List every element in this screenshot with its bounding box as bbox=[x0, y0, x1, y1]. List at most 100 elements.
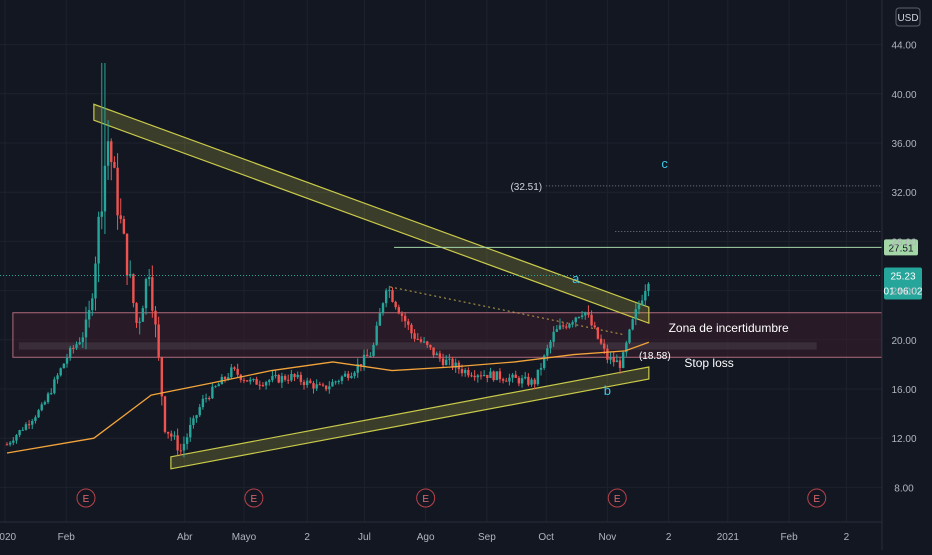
candle-body bbox=[37, 410, 40, 418]
candle-body bbox=[334, 381, 337, 383]
candle-body bbox=[435, 353, 438, 356]
candle-body bbox=[328, 386, 331, 390]
candle-body bbox=[132, 274, 135, 304]
candle-body bbox=[612, 357, 615, 363]
earnings-marker-label: E bbox=[422, 494, 429, 505]
candle-body bbox=[138, 321, 141, 323]
candle-body bbox=[12, 440, 15, 443]
candle-body bbox=[631, 319, 634, 330]
candle-body bbox=[517, 377, 521, 384]
candle-body bbox=[318, 384, 322, 386]
candle-body bbox=[299, 374, 303, 382]
candle-body bbox=[384, 290, 388, 304]
candle-body bbox=[113, 162, 116, 168]
candle-body bbox=[378, 313, 382, 326]
x-tick-label: 2021 bbox=[717, 532, 740, 543]
candle-body bbox=[460, 369, 464, 374]
candle-body bbox=[46, 393, 50, 403]
candle-body bbox=[223, 376, 227, 379]
candle-body bbox=[495, 371, 498, 381]
annotation-lines: (32.51) c a b Zona de incertidumbre (18.58) St… bbox=[0, 156, 923, 508]
moving-average-line bbox=[6, 341, 650, 454]
candle-body bbox=[144, 279, 148, 309]
candle-body bbox=[62, 363, 66, 369]
candle-body bbox=[438, 353, 442, 359]
x-tick-label: Sep bbox=[478, 532, 496, 543]
candle-body bbox=[391, 290, 394, 302]
candle-body bbox=[394, 301, 397, 308]
x-tick-label: Ago bbox=[417, 532, 435, 543]
x-tick-label: Jul bbox=[358, 532, 371, 543]
candle-body bbox=[78, 342, 81, 345]
candle-body bbox=[410, 324, 413, 334]
candles bbox=[5, 63, 650, 458]
candle-body bbox=[106, 141, 110, 166]
candle-body bbox=[15, 435, 18, 441]
candle-body bbox=[182, 443, 186, 451]
candle-body bbox=[400, 313, 404, 316]
candle-body bbox=[448, 358, 451, 360]
candle-body bbox=[524, 376, 527, 379]
candle-body bbox=[514, 374, 517, 378]
candle-body bbox=[268, 380, 271, 383]
candle-body bbox=[261, 385, 265, 387]
candle-body bbox=[135, 303, 138, 323]
candle-body bbox=[50, 393, 53, 395]
last-price-badge bbox=[884, 267, 922, 300]
candle-body bbox=[558, 325, 562, 330]
candle-body bbox=[290, 373, 293, 381]
candle-body bbox=[309, 380, 312, 384]
candle-body bbox=[492, 371, 495, 381]
candle-body bbox=[590, 314, 593, 326]
candle-body bbox=[68, 347, 72, 359]
candle-body bbox=[21, 429, 24, 431]
zone-band bbox=[18, 342, 817, 350]
currency-button[interactable]: USD bbox=[895, 7, 921, 27]
candle-body bbox=[372, 344, 375, 356]
candle-body bbox=[356, 364, 359, 373]
candle-body bbox=[647, 283, 650, 292]
x-tick-label: 2 bbox=[304, 532, 310, 543]
candle-body bbox=[204, 398, 208, 400]
candle-body bbox=[580, 315, 584, 317]
candle-body bbox=[34, 417, 37, 421]
candle-body bbox=[599, 338, 603, 344]
candle-body bbox=[87, 310, 91, 320]
candle-body bbox=[110, 141, 113, 163]
candle-body bbox=[315, 384, 318, 389]
candle-body bbox=[422, 341, 426, 343]
candle-body bbox=[441, 358, 445, 366]
candle-body bbox=[637, 304, 641, 310]
candle-body bbox=[549, 341, 552, 349]
candle-body bbox=[72, 347, 75, 349]
candle-body bbox=[179, 450, 182, 452]
candle-body bbox=[103, 165, 107, 212]
candle-body bbox=[27, 424, 31, 426]
earnings-marker-label: E bbox=[251, 494, 258, 505]
candle-body bbox=[609, 357, 612, 360]
candle-body bbox=[565, 326, 568, 328]
candle-body bbox=[596, 327, 600, 339]
earnings-marker-label: E bbox=[614, 494, 621, 505]
candle-body bbox=[166, 431, 170, 434]
candle-body bbox=[18, 430, 21, 436]
candle-body bbox=[211, 386, 214, 399]
candle-body bbox=[53, 379, 56, 394]
candle-body bbox=[366, 354, 369, 357]
uptrend-channel bbox=[170, 366, 650, 470]
y-tick-label: 16.00 bbox=[891, 385, 916, 396]
candle-body bbox=[568, 323, 571, 328]
candle-body bbox=[97, 216, 100, 264]
x-tick-label: Feb bbox=[780, 532, 798, 543]
candle-body bbox=[489, 371, 492, 378]
candle-body bbox=[621, 352, 625, 368]
candle-body bbox=[283, 376, 287, 380]
candle-body bbox=[397, 307, 401, 314]
candle-body bbox=[501, 379, 505, 381]
candle-body bbox=[542, 355, 546, 368]
candle-body bbox=[587, 312, 590, 315]
x-tick-label: Mayo bbox=[232, 532, 257, 543]
candle-body bbox=[375, 325, 378, 345]
